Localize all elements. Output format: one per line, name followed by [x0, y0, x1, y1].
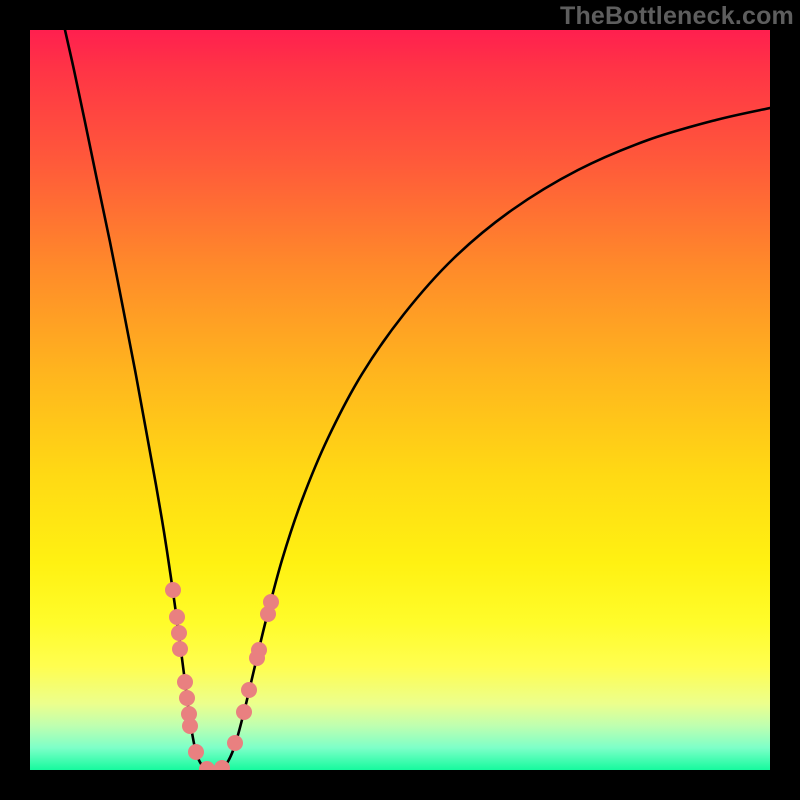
data-marker	[182, 718, 198, 734]
data-marker	[188, 744, 204, 760]
chart-plot-area	[30, 30, 770, 770]
data-marker	[177, 674, 193, 690]
data-marker	[251, 642, 267, 658]
source-watermark: TheBottleneck.com	[560, 2, 794, 31]
data-marker	[227, 735, 243, 751]
data-marker	[169, 609, 185, 625]
chart-svg-layer	[30, 30, 770, 770]
bottleneck-curve	[65, 30, 770, 770]
data-marker	[165, 582, 181, 598]
data-marker-group	[165, 582, 279, 770]
data-marker	[171, 625, 187, 641]
data-marker	[172, 641, 188, 657]
chart-frame: TheBottleneck.com	[0, 0, 800, 800]
data-marker	[263, 594, 279, 610]
data-marker	[236, 704, 252, 720]
data-marker	[179, 690, 195, 706]
data-marker	[241, 682, 257, 698]
